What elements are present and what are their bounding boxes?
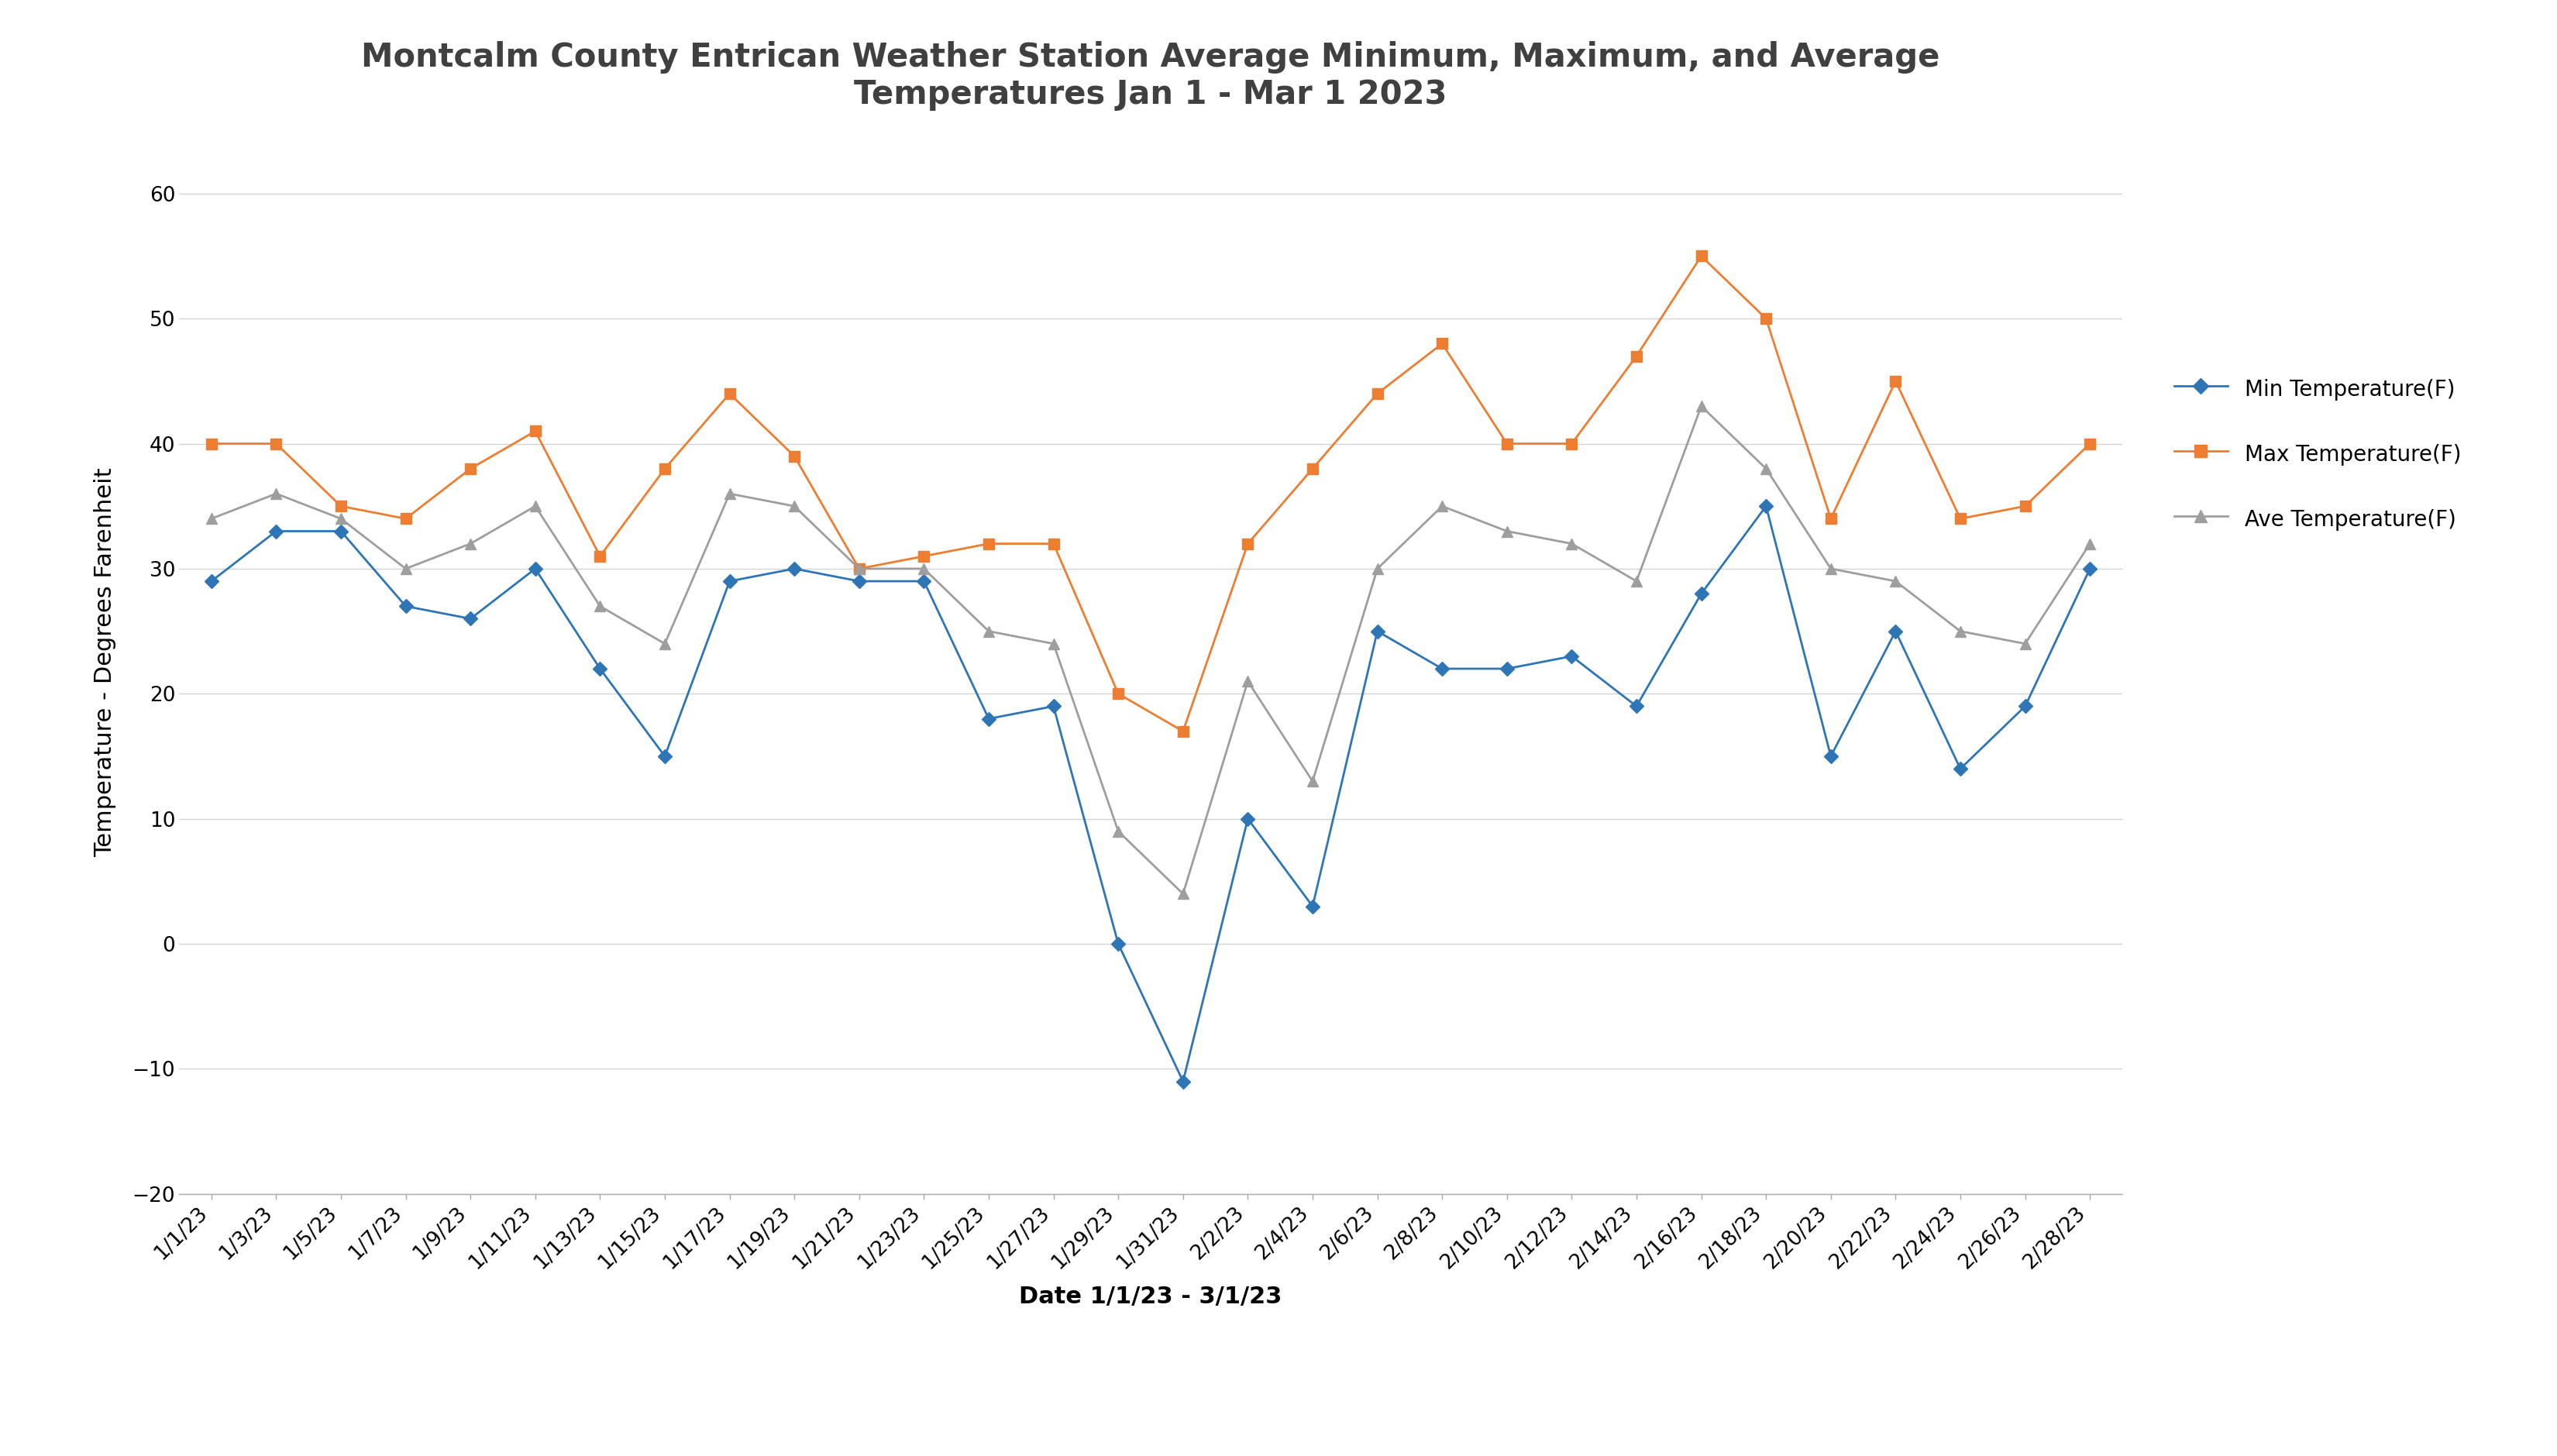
Ave Temperature(F) [197, 510, 228, 527]
Min Temperature(F) [586, 660, 616, 677]
Line: Max Temperature(F): Max Temperature(F) [207, 250, 2094, 737]
Max Temperature(F) [1102, 684, 1133, 702]
Ave Temperature(F) [1815, 561, 1846, 578]
Min Temperature(F) [1363, 623, 1394, 641]
Max Temperature(F) [2074, 435, 2104, 453]
Max Temperature(F) [2010, 498, 2040, 515]
Max Temperature(F) [974, 534, 1005, 552]
Min Temperature(F) [325, 523, 355, 540]
Ave Temperature(F) [1296, 773, 1327, 791]
Min Temperature(F) [1102, 935, 1133, 952]
Min Temperature(F) [1232, 810, 1263, 827]
Ave Temperature(F) [519, 498, 550, 515]
Ave Temperature(F) [1232, 673, 1263, 690]
Ave Temperature(F) [261, 485, 291, 502]
Ave Temperature(F) [1169, 885, 1199, 903]
Min Temperature(F) [261, 523, 291, 540]
Min Temperature(F) [1752, 498, 1782, 515]
Min Temperature(F) [974, 711, 1005, 728]
Max Temperature(F) [519, 422, 550, 440]
Max Temperature(F) [1946, 510, 1977, 527]
Max Temperature(F) [908, 547, 938, 565]
Max Temperature(F) [713, 384, 744, 402]
X-axis label: Date 1/1/23 - 3/1/23: Date 1/1/23 - 3/1/23 [1020, 1286, 1281, 1309]
Legend: Min Temperature(F), Max Temperature(F), Ave Temperature(F): Min Temperature(F), Max Temperature(F), … [2153, 354, 2483, 553]
Ave Temperature(F) [1363, 561, 1394, 578]
Ave Temperature(F) [649, 635, 680, 652]
Min Temperature(F) [1815, 747, 1846, 764]
Max Temperature(F) [1296, 460, 1327, 478]
Ave Temperature(F) [974, 623, 1005, 641]
Title: Montcalm County Entrican Weather Station Average Minimum, Maximum, and Average
T: Montcalm County Entrican Weather Station… [361, 41, 1941, 111]
Max Temperature(F) [1427, 335, 1457, 352]
Max Temperature(F) [1363, 384, 1394, 402]
Max Temperature(F) [586, 547, 616, 565]
Y-axis label: Temperature - Degrees Farenheit: Temperature - Degrees Farenheit [95, 467, 115, 858]
Max Temperature(F) [197, 435, 228, 453]
Line: Ave Temperature(F): Ave Temperature(F) [207, 400, 2094, 900]
Ave Temperature(F) [844, 561, 874, 578]
Min Temperature(F) [1427, 660, 1457, 677]
Ave Temperature(F) [1427, 498, 1457, 515]
Max Temperature(F) [455, 460, 486, 478]
Min Temperature(F) [1685, 585, 1716, 603]
Max Temperature(F) [1491, 435, 1521, 453]
Ave Temperature(F) [391, 561, 422, 578]
Min Temperature(F) [1879, 623, 1910, 641]
Min Temperature(F) [2074, 561, 2104, 578]
Ave Temperature(F) [780, 498, 811, 515]
Min Temperature(F) [197, 572, 228, 590]
Min Temperature(F) [1491, 660, 1521, 677]
Max Temperature(F) [1232, 534, 1263, 552]
Min Temperature(F) [391, 597, 422, 614]
Min Temperature(F) [908, 572, 938, 590]
Min Temperature(F) [1169, 1073, 1199, 1091]
Max Temperature(F) [844, 561, 874, 578]
Min Temperature(F) [519, 561, 550, 578]
Ave Temperature(F) [1038, 635, 1069, 652]
Min Temperature(F) [1557, 648, 1588, 665]
Ave Temperature(F) [325, 510, 355, 527]
Ave Temperature(F) [1621, 572, 1652, 590]
Min Temperature(F) [2010, 697, 2040, 715]
Max Temperature(F) [325, 498, 355, 515]
Max Temperature(F) [1169, 722, 1199, 740]
Line: Min Temperature(F): Min Temperature(F) [207, 501, 2094, 1086]
Min Temperature(F) [455, 610, 486, 628]
Min Temperature(F) [1621, 697, 1652, 715]
Min Temperature(F) [1946, 760, 1977, 778]
Ave Temperature(F) [908, 561, 938, 578]
Max Temperature(F) [1621, 348, 1652, 365]
Ave Temperature(F) [1879, 572, 1910, 590]
Min Temperature(F) [844, 572, 874, 590]
Ave Temperature(F) [2010, 635, 2040, 652]
Max Temperature(F) [1557, 435, 1588, 453]
Ave Temperature(F) [1946, 623, 1977, 641]
Max Temperature(F) [391, 510, 422, 527]
Ave Temperature(F) [455, 534, 486, 552]
Ave Temperature(F) [2074, 534, 2104, 552]
Ave Temperature(F) [713, 485, 744, 502]
Min Temperature(F) [649, 747, 680, 764]
Ave Temperature(F) [1102, 823, 1133, 840]
Min Temperature(F) [1038, 697, 1069, 715]
Max Temperature(F) [1815, 510, 1846, 527]
Max Temperature(F) [780, 447, 811, 464]
Max Temperature(F) [1879, 373, 1910, 390]
Max Temperature(F) [649, 460, 680, 478]
Min Temperature(F) [713, 572, 744, 590]
Min Temperature(F) [780, 561, 811, 578]
Ave Temperature(F) [1557, 534, 1588, 552]
Ave Temperature(F) [1491, 523, 1521, 540]
Ave Temperature(F) [1685, 397, 1716, 415]
Ave Temperature(F) [586, 597, 616, 614]
Max Temperature(F) [1038, 534, 1069, 552]
Max Temperature(F) [261, 435, 291, 453]
Max Temperature(F) [1752, 310, 1782, 328]
Min Temperature(F) [1296, 897, 1327, 914]
Ave Temperature(F) [1752, 460, 1782, 478]
Max Temperature(F) [1685, 248, 1716, 265]
